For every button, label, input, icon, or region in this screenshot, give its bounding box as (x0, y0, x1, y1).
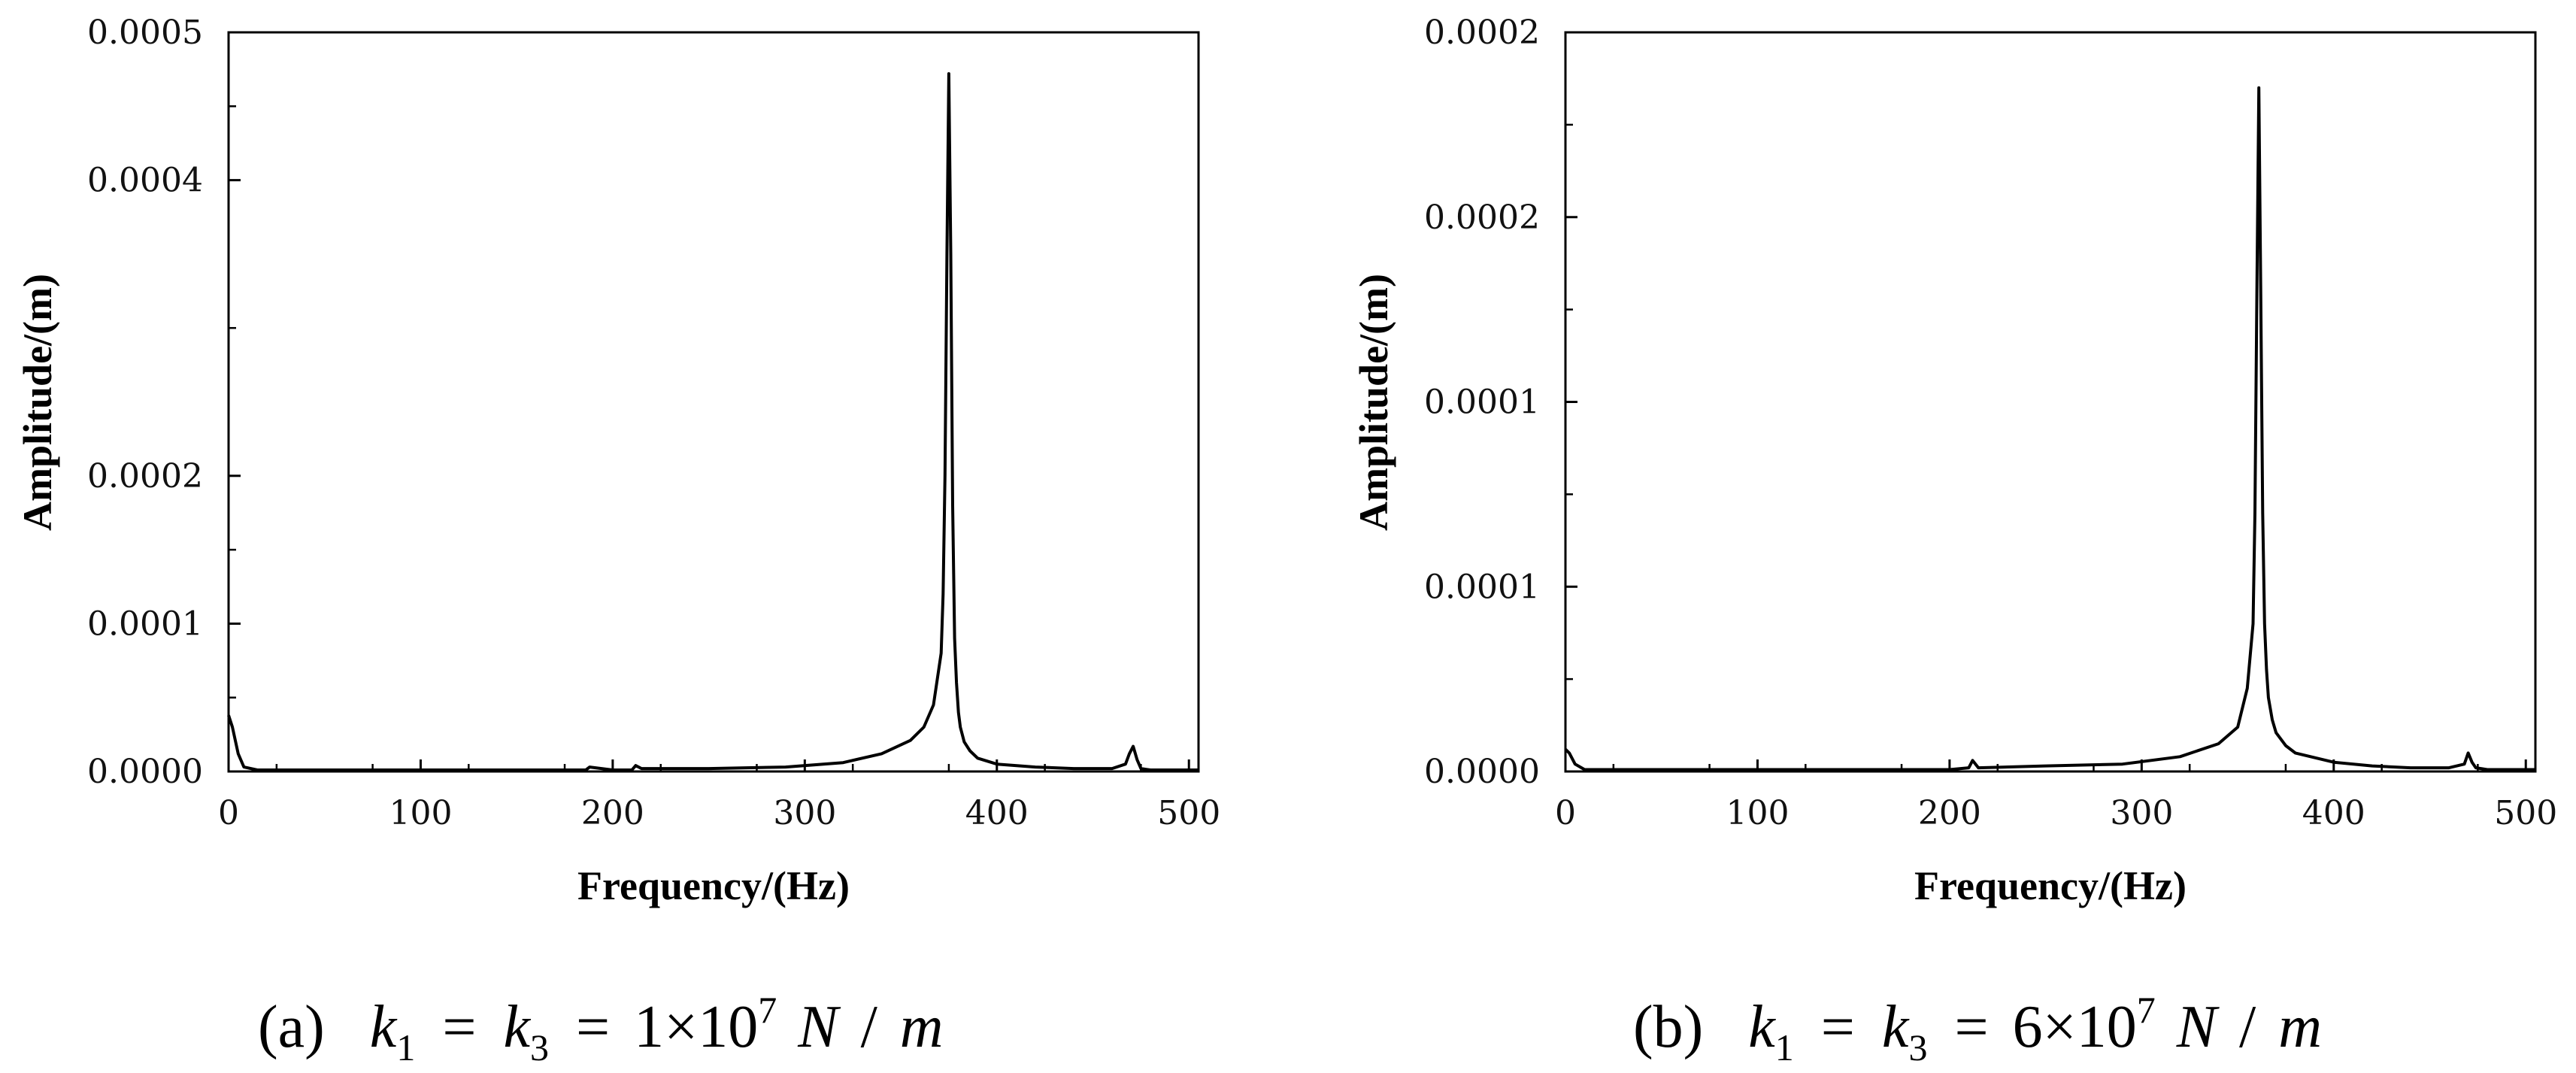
panel-b-x-tick-label: 400 (2302, 794, 2365, 832)
panel-a-x-tick-label: 400 (965, 794, 1029, 832)
panel-b-y-axis-title: Amplitude/(m) (1351, 274, 1396, 531)
panel-b-caption-k3-sub: 3 (1908, 1026, 1927, 1068)
panel-a-y-tick-label: 0.0002 (87, 457, 203, 496)
panel-b-x-tick-label: 200 (1918, 794, 1981, 832)
panel-b-x-axis-title: Frequency/(Hz) (1914, 863, 2187, 908)
panel-b-caption-eq1: = (1821, 994, 1855, 1060)
panel-b-y-tick-label: 0.0001 (1424, 383, 1540, 422)
panel-b-ticks (1564, 31, 2527, 773)
panel-a-caption-unit-m: m (900, 994, 944, 1060)
panel-a-y-tick-label: 0.0005 (87, 14, 203, 52)
panel-b-plot-frame (1564, 31, 2537, 773)
panel-b-y-tick-label: 0.0001 (1424, 568, 1540, 606)
panel-b-x-tick-label: 100 (1726, 794, 1789, 832)
panel-a-x-tick-label: 500 (1157, 794, 1220, 832)
panel-b-series-line (1564, 86, 2535, 771)
panel-a-caption-k1: k (370, 994, 398, 1060)
panel-a-caption-eq1: = (442, 994, 476, 1060)
panel-a-y-tick-label: 0.0000 (87, 753, 203, 791)
panel-a-caption: (a) k1 = k3 = 1×107 N / m (258, 970, 944, 1073)
panel-b-caption-coef: 6 (2013, 994, 2043, 1060)
panel-b-y-tick-label: 0.0000 (1424, 753, 1540, 791)
panel-a-caption-eq2: = (576, 994, 610, 1060)
panel-b-caption-k1: k (1748, 994, 1776, 1060)
panel-b-x-tick-label: 300 (2110, 794, 2173, 832)
panel-b-caption-times: × (2043, 994, 2077, 1060)
panel-a-x-tick-label: 200 (581, 794, 644, 832)
panel-a-caption-base: 10 (698, 994, 758, 1060)
panel-b-caption-slash: / (2239, 994, 2256, 1060)
panel-a-caption-slash: / (861, 994, 878, 1060)
panel-a-caption-times: × (664, 994, 698, 1060)
panel-a-caption-k3-sub: 3 (530, 1026, 549, 1068)
panel-b-caption-unit-m: m (2278, 994, 2322, 1060)
panel-a-series-line (227, 72, 1199, 771)
panel-a-x-axis-title: Frequency/(Hz) (577, 863, 850, 908)
panel-a-x-tick-label: 0 (218, 794, 239, 832)
panel-b-x-tick-label: 500 (2494, 794, 2557, 832)
panel-a-caption-coef: 1 (634, 994, 664, 1060)
panel-a-x-tick-labels: 0 100 200 300 400 500 (218, 794, 1220, 832)
panel-b-caption-k1-sub: 1 (1775, 1026, 1794, 1068)
panel-a-x-tick-label: 100 (389, 794, 452, 832)
panel-b-caption-exp: 7 (2137, 989, 2156, 1031)
panel-b-caption: (b) k1 = k3 = 6×107 N / m (1633, 970, 2322, 1073)
panel-a-plot-frame (227, 31, 1200, 773)
panel-b-x-tick-labels: 0 100 200 300 400 500 (1555, 794, 2557, 832)
panel-b-caption-label: (b) (1633, 994, 1703, 1060)
panel-a-caption-k1-sub: 1 (396, 1026, 415, 1068)
panel-a-caption-exp: 7 (758, 989, 777, 1031)
panel-b-y-tick-label: 0.0002 (1424, 14, 1540, 52)
panel-b-caption-base: 10 (2077, 994, 2137, 1060)
panel-a-x-tick-label: 300 (773, 794, 836, 832)
panel-b-caption-eq2: = (1954, 994, 1988, 1060)
panel-a-y-tick-labels: 0.0000 0.0001 0.0002 0.0004 0.0005 (87, 14, 203, 791)
panel-a-ticks (227, 31, 1190, 773)
panel-b-y-tick-label: 0.0002 (1424, 199, 1540, 237)
panel-b-caption-unit-n: N (2176, 994, 2220, 1060)
panel-b-caption-k3: k (1882, 994, 1910, 1060)
panel-a-y-tick-label: 0.0001 (87, 605, 203, 643)
panel-a-y-tick-label: 0.0004 (87, 162, 203, 200)
panel-b-x-tick-label: 0 (1555, 794, 1576, 832)
panel-a-caption-label: (a) (258, 994, 325, 1060)
panel-a-caption-k3: k (503, 994, 531, 1060)
panel-a-y-axis-title: Amplitude/(m) (15, 274, 60, 531)
panel-b-y-tick-labels: 0.0000 0.0001 0.0001 0.0002 0.0002 (1424, 14, 1540, 791)
panel-a-caption-unit-n: N (797, 994, 841, 1060)
